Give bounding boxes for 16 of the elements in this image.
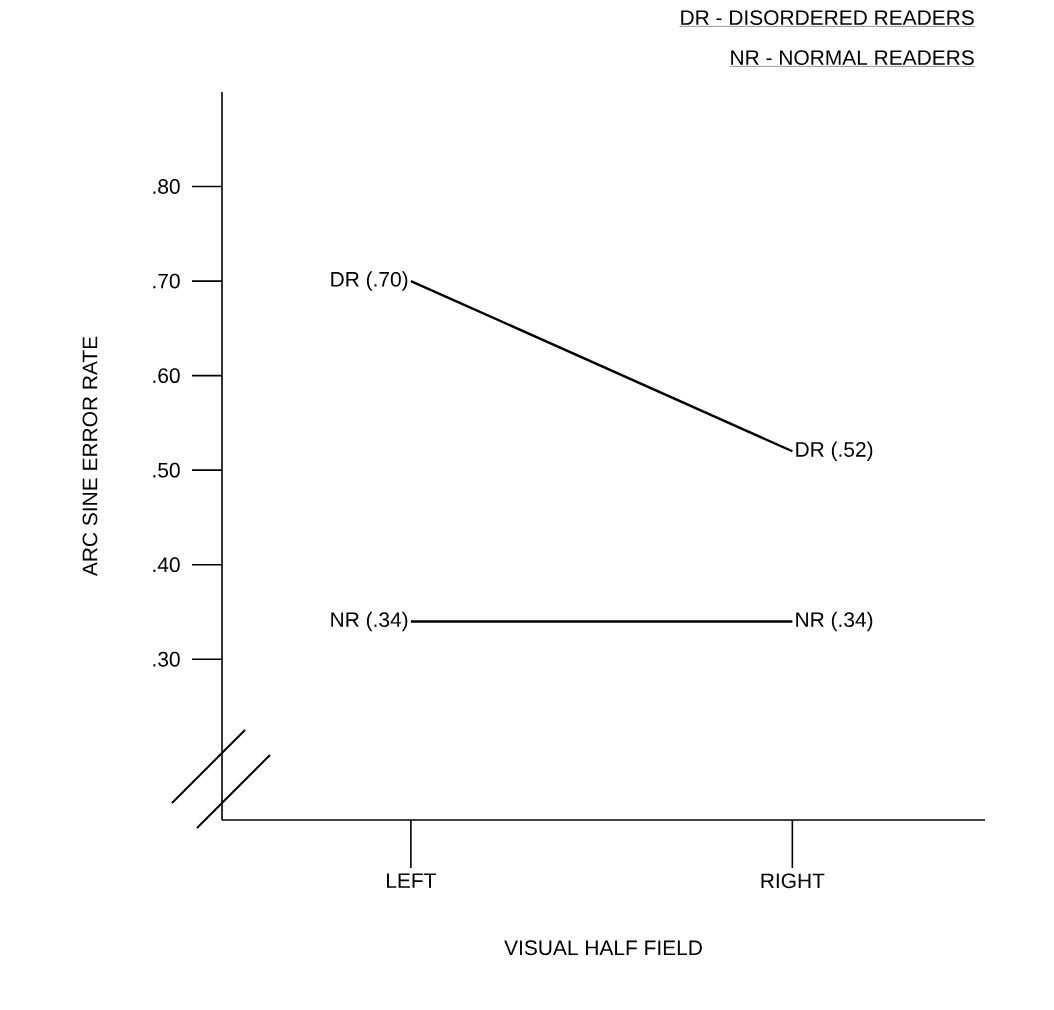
y-tick-label: .60 — [153, 368, 180, 384]
y-tick-label: .30 — [153, 651, 180, 667]
x-tick-label: LEFT — [387, 873, 436, 888]
y-axis-title: ARC SINE ERROR RATE — [82, 336, 98, 577]
x-tick-label: RIGHT — [761, 873, 825, 889]
y-tick-label: .40 — [153, 557, 180, 573]
data-label: NR (.34) — [331, 611, 408, 632]
y-tick-label: .80 — [153, 179, 180, 194]
x-axis-title: VISUAL HALF FIELD — [504, 940, 702, 956]
data-label: DR (.52) — [796, 441, 873, 461]
y-tick-label: .50 — [153, 462, 180, 478]
data-label: DR (.70) — [331, 271, 408, 291]
data-label: NR (.34) — [796, 611, 873, 632]
text: DR - DISORDERED READERS — [681, 10, 974, 25]
y-tick-label: .70 — [153, 273, 180, 289]
text: NR - NORMAL READERS — [731, 50, 974, 65]
